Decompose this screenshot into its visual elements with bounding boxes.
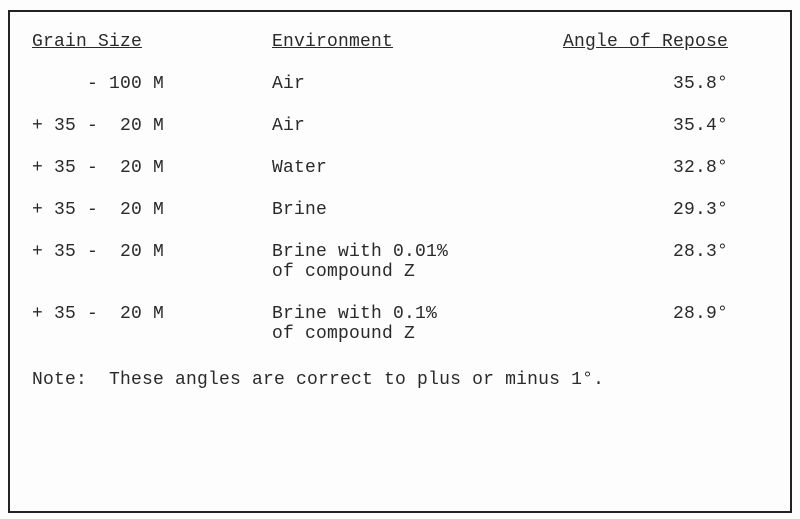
cell-angle: 28.9°	[562, 304, 768, 324]
header-grain: Grain Size	[32, 32, 272, 52]
header-env: Environment	[272, 32, 562, 52]
cell-grain: + 35 - 20 M	[32, 200, 272, 220]
table-row: - 100 M Air 35.8°	[32, 74, 768, 94]
table-row: + 35 - 20 M Brine with 0.1%of compound Z…	[32, 304, 768, 344]
cell-angle: 28.3°	[562, 242, 768, 262]
cell-angle: 35.4°	[562, 116, 768, 136]
footnote: Note: These angles are correct to plus o…	[32, 370, 768, 390]
cell-angle: 35.8°	[562, 74, 768, 94]
header-angle-label: Angle of Repose	[563, 32, 728, 52]
cell-angle: 32.8°	[562, 158, 768, 178]
cell-env: Brine	[272, 200, 562, 220]
cell-env: Brine with 0.1%of compound Z	[272, 304, 562, 344]
cell-grain: + 35 - 20 M	[32, 116, 272, 136]
table-row: + 35 - 20 M Water 32.8°	[32, 158, 768, 178]
cell-grain: - 100 M	[32, 74, 272, 94]
table-row: + 35 - 20 M Air 35.4°	[32, 116, 768, 136]
cell-env: Air	[272, 116, 562, 136]
header-angle: Angle of Repose	[562, 32, 768, 52]
page: Grain Size Environment Angle of Repose -…	[0, 0, 800, 519]
header-env-label: Environment	[272, 32, 393, 52]
table-frame: Grain Size Environment Angle of Repose -…	[8, 10, 792, 513]
table-row: + 35 - 20 M Brine with 0.01%of compound …	[32, 242, 768, 282]
table-row: + 35 - 20 M Brine 29.3°	[32, 200, 768, 220]
cell-env: Air	[272, 74, 562, 94]
cell-angle: 29.3°	[562, 200, 768, 220]
header-row: Grain Size Environment Angle of Repose	[32, 32, 768, 52]
cell-grain: + 35 - 20 M	[32, 242, 272, 262]
cell-env: Water	[272, 158, 562, 178]
cell-grain: + 35 - 20 M	[32, 158, 272, 178]
header-grain-label: Grain Size	[32, 32, 142, 52]
cell-env: Brine with 0.01%of compound Z	[272, 242, 562, 282]
cell-grain: + 35 - 20 M	[32, 304, 272, 324]
